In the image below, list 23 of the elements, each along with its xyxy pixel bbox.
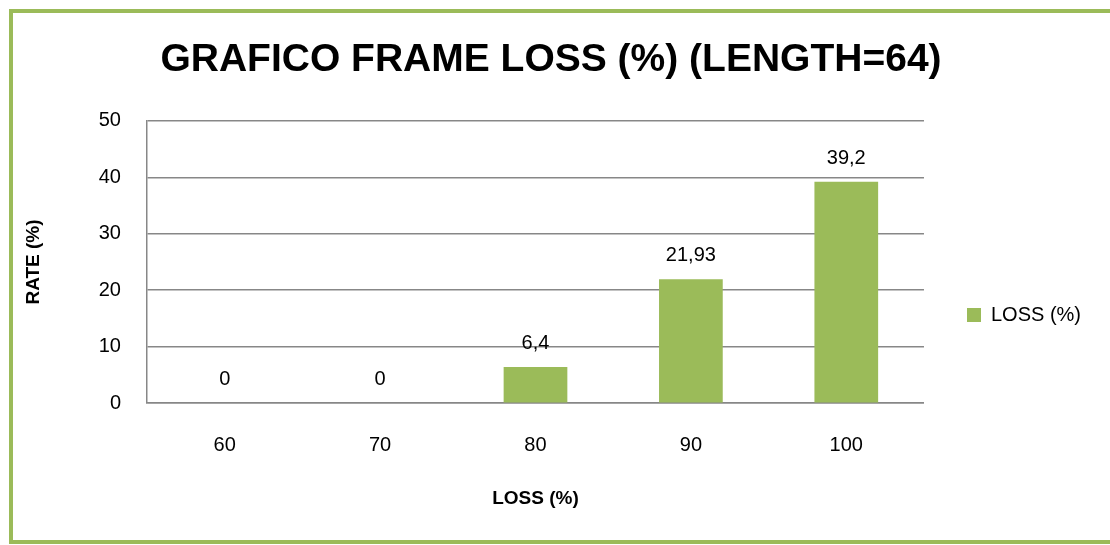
x-tick-label: 60 — [213, 432, 236, 455]
data-label: 6,4 — [521, 331, 550, 354]
bar — [659, 279, 723, 403]
bar — [503, 367, 568, 403]
y-tick-label: 30 — [98, 221, 121, 244]
data-label: 39,2 — [826, 145, 866, 168]
x-tick-label: 80 — [524, 432, 547, 455]
data-label: 21,93 — [665, 243, 716, 266]
y-tick-label: 40 — [98, 164, 121, 187]
y-tick-label: 20 — [98, 277, 121, 300]
y-axis-title: RATE (%) — [21, 219, 43, 305]
x-axis-title: LOSS (%) — [492, 486, 579, 508]
legend-label: LOSS (%) — [990, 302, 1082, 325]
y-tick-label: 0 — [109, 390, 121, 413]
x-tick-label: 70 — [368, 432, 392, 455]
chart-title: GRAFICO FRAME LOSS (%) (LENGTH=64) — [160, 36, 942, 80]
data-label: 0 — [374, 367, 386, 390]
x-tick-label: 100 — [829, 432, 863, 455]
bar — [814, 181, 879, 403]
y-tick-label: 10 — [98, 334, 121, 357]
data-label: 0 — [219, 367, 231, 390]
y-tick-label: 50 — [98, 108, 121, 131]
x-tick-label: 90 — [679, 432, 703, 455]
